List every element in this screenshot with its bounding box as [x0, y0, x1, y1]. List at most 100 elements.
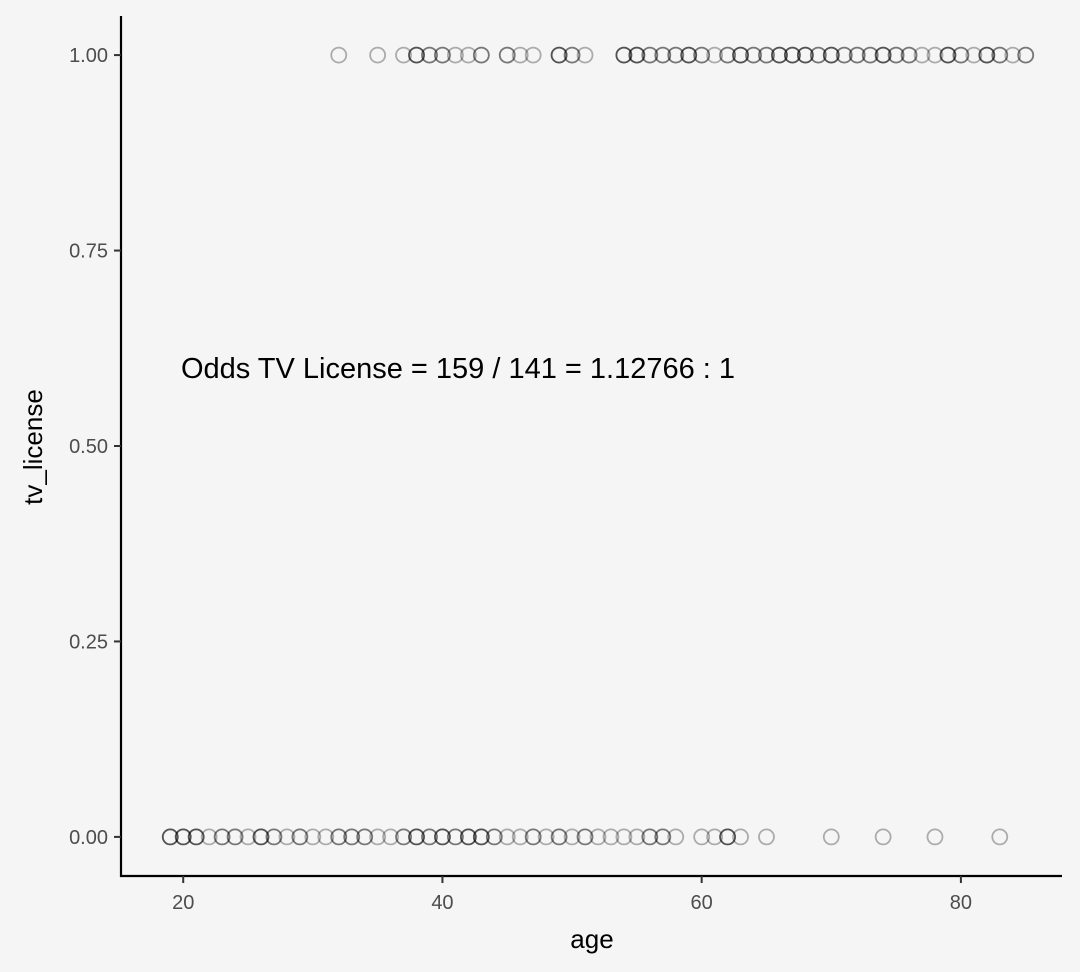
data-point: [161, 828, 179, 846]
data-point: [693, 46, 711, 64]
data-point: [459, 828, 477, 846]
data-point: [421, 828, 438, 846]
data-point: [939, 46, 957, 64]
data-point: [511, 46, 529, 64]
data-point: [680, 46, 698, 64]
y-axis-title: tv_license: [18, 389, 48, 505]
data-point: [602, 828, 620, 846]
y-tick-label: 0.25: [69, 631, 108, 653]
data-point: [887, 46, 905, 64]
data-point: [434, 828, 451, 846]
data-point: [796, 46, 814, 64]
data-point: [291, 828, 309, 846]
data-point: [187, 828, 205, 846]
data-point: [835, 46, 853, 64]
x-tick-label: 20: [172, 892, 194, 914]
data-point: [667, 828, 685, 846]
data-point: [524, 46, 542, 64]
data-point: [447, 46, 464, 64]
data-point: [771, 46, 788, 64]
data-point: [706, 46, 724, 64]
data-point: [641, 828, 659, 846]
data-point: [641, 46, 659, 64]
data-point: [213, 828, 231, 846]
data-point: [485, 828, 503, 846]
data-point: [822, 828, 840, 846]
data-point: [913, 46, 931, 64]
data-point: [861, 46, 879, 64]
data-point: [550, 46, 568, 64]
data-point: [537, 828, 555, 846]
data-point: [330, 828, 348, 846]
data-point: [434, 46, 451, 64]
data-points: [161, 46, 1035, 846]
data-point: [550, 828, 568, 846]
data-point: [835, 46, 853, 64]
data-point: [472, 828, 490, 846]
data-point: [291, 828, 309, 846]
x-tick-label: 60: [691, 892, 713, 914]
data-point: [252, 828, 270, 846]
data-point: [965, 46, 983, 64]
y-tick-label: 0.00: [69, 827, 108, 849]
data-point: [563, 46, 581, 64]
data-point: [809, 46, 827, 64]
data-point: [421, 46, 438, 64]
data-point: [719, 828, 736, 846]
data-point: [472, 46, 490, 64]
data-point: [330, 828, 348, 846]
data-point: [719, 828, 736, 846]
data-point: [784, 46, 801, 64]
data-point: [252, 828, 270, 846]
data-point: [239, 828, 257, 846]
x-tick-label: 40: [431, 892, 453, 914]
data-point: [356, 828, 374, 846]
data-point: [369, 46, 387, 64]
data-point: [252, 828, 270, 846]
data-point: [874, 46, 892, 64]
data-point: [226, 828, 244, 846]
data-point: [524, 828, 542, 846]
data-point: [226, 828, 244, 846]
data-point: [187, 828, 205, 846]
data-point: [978, 46, 996, 64]
data-point: [654, 46, 672, 64]
data-point: [563, 828, 581, 846]
x-axis-title: age: [570, 924, 613, 954]
data-point: [654, 46, 672, 64]
data-point: [304, 828, 322, 846]
data-point: [900, 46, 918, 64]
data-point: [395, 828, 412, 846]
data-point: [887, 46, 905, 64]
data-point: [991, 828, 1009, 846]
data-point: [796, 46, 814, 64]
data-point: [1004, 46, 1022, 64]
data-point: [848, 46, 866, 64]
y-tick-label: 1.00: [69, 45, 108, 67]
data-point: [434, 828, 451, 846]
data-point: [991, 46, 1009, 64]
data-point: [926, 46, 944, 64]
data-point: [758, 46, 775, 64]
data-point: [382, 828, 399, 846]
data-point: [861, 46, 879, 64]
data-point: [265, 828, 283, 846]
data-point: [485, 828, 503, 846]
data-point: [732, 828, 749, 846]
data-point: [693, 46, 711, 64]
data-point: [265, 828, 283, 846]
data-point: [472, 46, 490, 64]
data-point: [784, 46, 801, 64]
data-point: [822, 46, 840, 64]
data-point: [447, 828, 464, 846]
data-point: [874, 46, 892, 64]
data-point: [693, 828, 711, 846]
data-point: [615, 46, 633, 64]
data-point: [939, 46, 957, 64]
data-point: [161, 828, 179, 846]
x-axis-ticks: 20 40 60 80: [172, 876, 972, 914]
data-point: [472, 828, 490, 846]
data-point: [576, 828, 594, 846]
y-tick-label: 0.75: [69, 241, 108, 263]
